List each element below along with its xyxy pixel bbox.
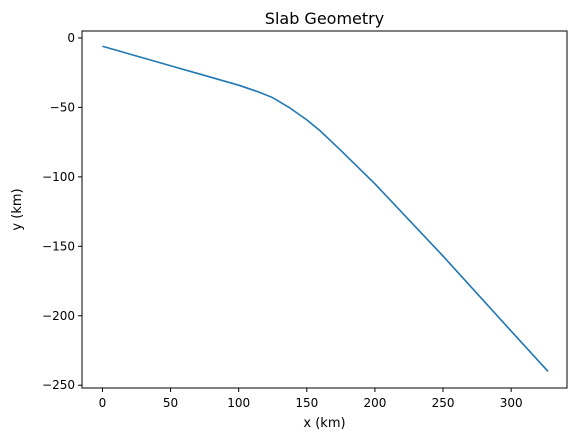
x-tick-label: 200: [363, 396, 386, 410]
y-tick-label: −200: [42, 309, 75, 323]
plot-frame: [81, 30, 568, 389]
y-tick-label: −250: [42, 378, 75, 392]
y-tick-label: −150: [42, 239, 75, 253]
y-tick-label: −50: [50, 100, 75, 114]
x-tick-label: 0: [99, 396, 107, 410]
x-tick-label: 100: [227, 396, 250, 410]
chart-title: Slab Geometry: [265, 9, 384, 28]
x-axis: 0 50 100 150 200 250 300: [99, 388, 523, 410]
x-tick-label: 300: [500, 396, 523, 410]
x-axis-label: x (km): [303, 416, 345, 431]
x-tick-label: 150: [295, 396, 318, 410]
y-tick-label: −100: [42, 170, 75, 184]
y-axis-label: y (km): [10, 188, 25, 230]
y-axis: 0 −50 −100 −150 −200 −250: [42, 31, 82, 392]
x-tick-label: 250: [432, 396, 455, 410]
x-tick-label: 50: [163, 396, 178, 410]
y-tick-label: 0: [67, 31, 75, 45]
plot-area: [102, 45, 549, 372]
series-line-0: [102, 45, 549, 372]
